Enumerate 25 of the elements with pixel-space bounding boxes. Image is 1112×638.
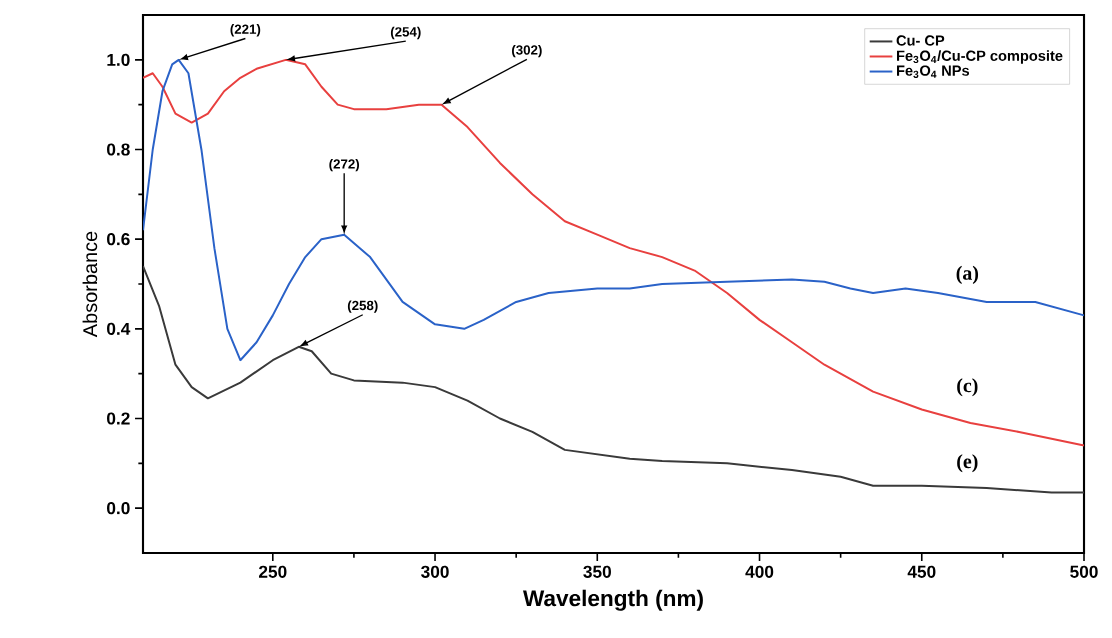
- annotation: (221): [230, 24, 261, 37]
- y-tick-label: 0.4: [107, 322, 131, 335]
- annotation: (272): [329, 158, 360, 172]
- x-tick-label: 350: [583, 565, 611, 578]
- y-axis-title: Absorbance: [82, 231, 98, 338]
- annotation: (a): [956, 265, 979, 284]
- legend-label: Cu- CP: [896, 35, 945, 46]
- x-tick-label: 250: [258, 565, 287, 578]
- y-tick-label: 0.6: [107, 233, 130, 246]
- x-tick-label: 300: [421, 565, 449, 578]
- legend-label: Fe$_{3}$O$_{4}$ NPs: [897, 65, 970, 78]
- y-tick-label: 0.0: [107, 502, 130, 515]
- x-tick-label: 500: [1070, 565, 1098, 578]
- y-tick-label: 0.8: [107, 143, 130, 156]
- annotation: (254): [390, 26, 421, 40]
- x-axis-title: Wavelength (nm): [522, 589, 703, 611]
- annotation: (e): [957, 454, 978, 473]
- legend-label: Fe$_{3}$O$_{4}$/Cu-CP composite: [897, 50, 1063, 64]
- annotation: (c): [957, 378, 978, 397]
- y-tick-label: 0.2: [107, 412, 130, 425]
- x-tick-label: 450: [907, 565, 936, 578]
- y-tick-label: 1.0: [107, 53, 130, 66]
- annotation: (302): [512, 44, 542, 58]
- annotation: (258): [347, 300, 378, 313]
- x-tick-label: 400: [745, 565, 774, 578]
